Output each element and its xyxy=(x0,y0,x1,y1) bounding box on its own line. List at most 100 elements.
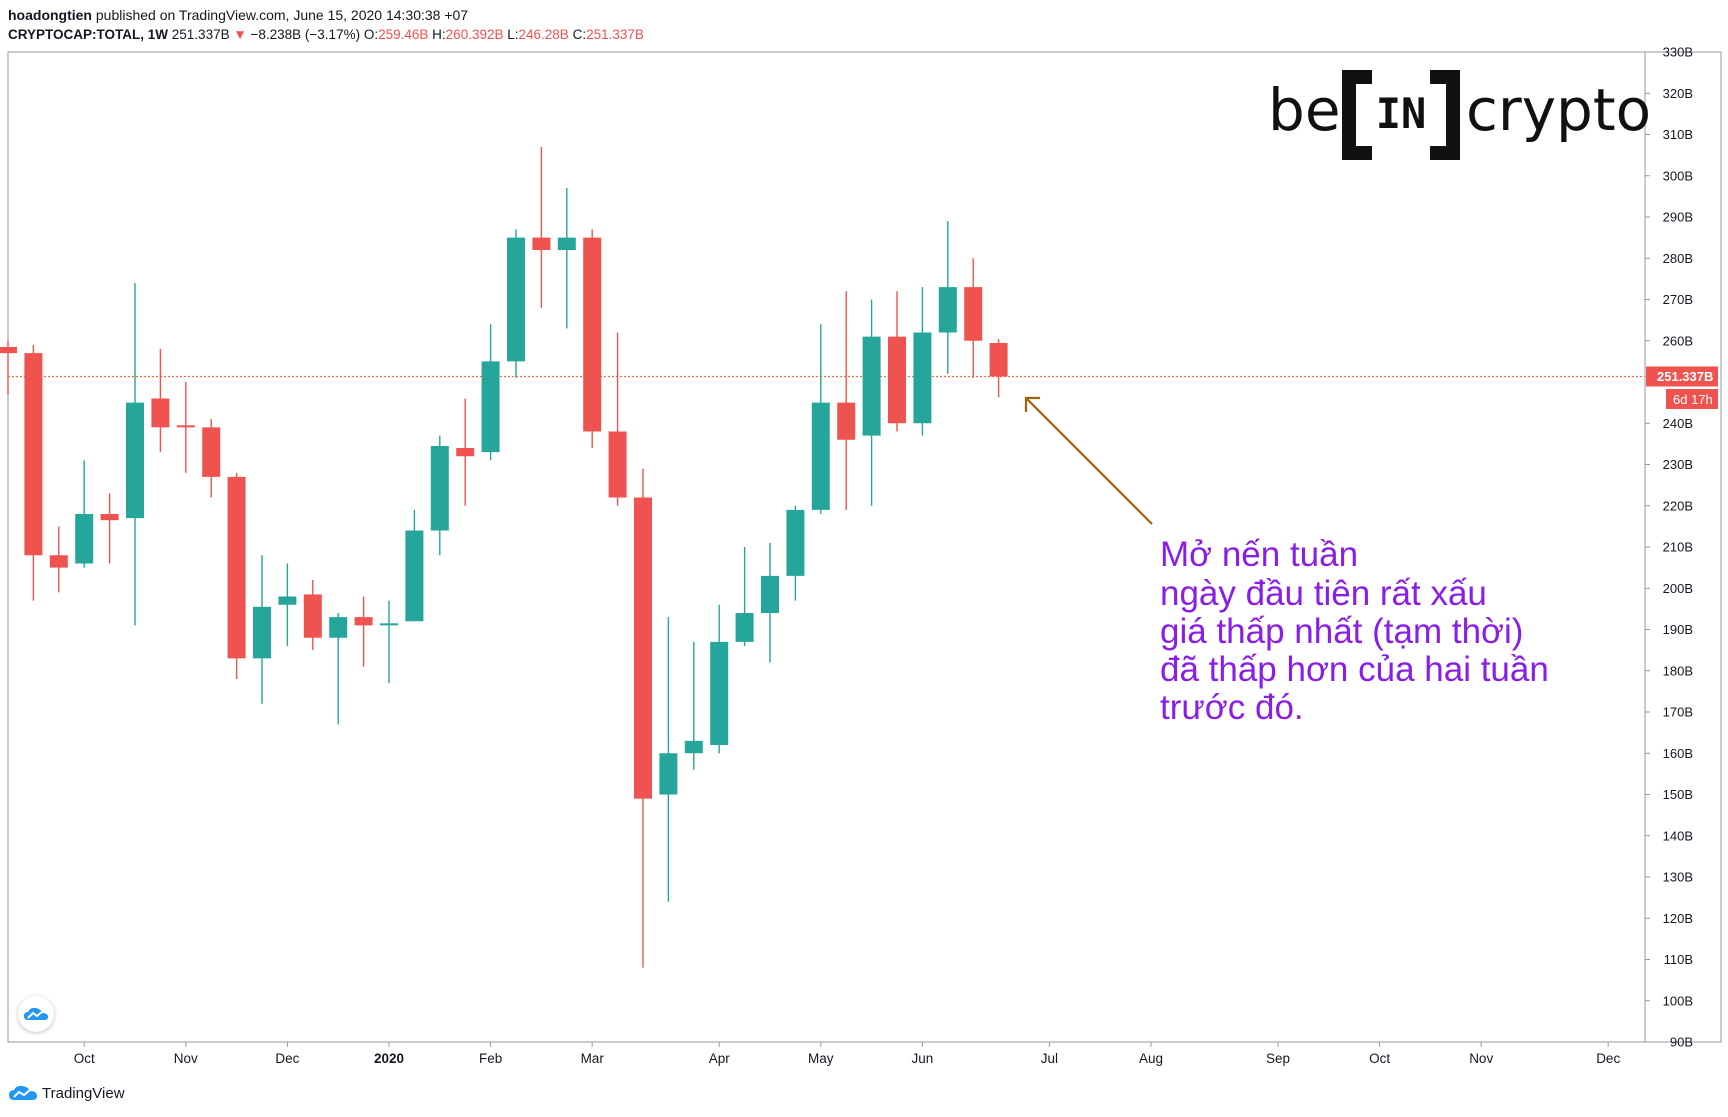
x-tick-label: 2020 xyxy=(374,1051,404,1066)
candle[interactable] xyxy=(964,258,983,378)
candle-body xyxy=(329,617,348,638)
candle[interactable] xyxy=(786,505,805,601)
candle[interactable] xyxy=(583,229,602,448)
x-tick-label: Sep xyxy=(1266,1051,1290,1066)
candle[interactable] xyxy=(761,542,779,663)
candle[interactable] xyxy=(989,339,1008,398)
last-price: 251.337B xyxy=(171,27,230,42)
ohlc-line: CRYPTOCAP:TOTAL, 1W 251.337B ▼ −8.238B (… xyxy=(8,25,644,44)
candle[interactable] xyxy=(456,398,475,506)
y-tick-label: 120B xyxy=(1663,911,1693,926)
candle-body xyxy=(964,287,983,341)
y-tick-label: 160B xyxy=(1663,746,1693,761)
candle[interactable] xyxy=(151,349,170,453)
y-tick-label: 310B xyxy=(1663,127,1693,142)
candle-body xyxy=(380,623,398,626)
candle[interactable] xyxy=(100,493,119,564)
candle-body xyxy=(100,514,119,521)
y-tick-label: 100B xyxy=(1663,993,1693,1008)
author-name[interactable]: hoadongtien xyxy=(8,7,92,23)
tradingview-cloud-icon xyxy=(24,1007,48,1020)
candle[interactable] xyxy=(380,600,398,684)
price-tag-bg xyxy=(1646,366,1718,387)
candle[interactable] xyxy=(202,419,221,498)
x-tick-label: Dec xyxy=(1596,1051,1620,1066)
candle-body xyxy=(989,342,1008,377)
candle-body xyxy=(253,606,271,659)
y-tick-label: 300B xyxy=(1663,168,1693,183)
y-tick-label: 150B xyxy=(1663,787,1693,802)
annotation-line-5: trước đó. xyxy=(1160,688,1304,727)
annotation-arrow xyxy=(1025,397,1153,525)
watermark-in: IN xyxy=(1376,89,1427,138)
candle[interactable] xyxy=(253,555,271,704)
publish-info: published on TradingView.com, June 15, 2… xyxy=(95,7,469,23)
candle-body xyxy=(481,361,500,453)
candle[interactable] xyxy=(227,472,246,679)
tradingview-logo-icon xyxy=(9,1085,37,1100)
candle[interactable] xyxy=(481,324,500,461)
candle[interactable] xyxy=(176,382,195,473)
x-tick-label: May xyxy=(808,1051,834,1066)
candle-body xyxy=(278,596,297,605)
candle[interactable] xyxy=(913,287,932,436)
candle[interactable] xyxy=(278,563,297,647)
candle-body xyxy=(151,398,170,428)
y-tick-label: 210B xyxy=(1663,540,1693,555)
candle-body xyxy=(811,402,830,510)
candle[interactable] xyxy=(329,613,348,725)
candle-body xyxy=(176,425,195,428)
current-price-tag: 251.337B 6d 17h xyxy=(1646,366,1718,409)
candle[interactable] xyxy=(837,291,856,510)
candle[interactable] xyxy=(49,526,68,593)
publish-line: hoadongtien published on TradingView.com… xyxy=(8,6,644,25)
candle[interactable] xyxy=(303,580,322,651)
candle[interactable] xyxy=(0,340,17,395)
candle[interactable] xyxy=(24,344,43,601)
candle[interactable] xyxy=(811,324,830,514)
candle[interactable] xyxy=(710,604,729,754)
y-tick-label: 140B xyxy=(1663,828,1693,843)
candle-body xyxy=(354,617,373,626)
x-tick-label: Oct xyxy=(74,1051,95,1066)
candle[interactable] xyxy=(659,617,678,902)
y-tick-label: 280B xyxy=(1663,251,1693,266)
chart-header: hoadongtien published on TradingView.com… xyxy=(8,6,644,44)
candle-body xyxy=(583,237,602,432)
candle-body xyxy=(202,427,221,477)
watermark-bracket-gap-top xyxy=(1372,70,1430,84)
candle-body xyxy=(303,594,322,638)
candle-body xyxy=(938,287,957,333)
y-tick-label: 110B xyxy=(1664,952,1693,967)
candle[interactable] xyxy=(684,641,703,770)
candle[interactable] xyxy=(634,468,652,968)
y-tick-label: 270B xyxy=(1663,292,1693,307)
annotation-line-4: đã thấp hơn của hai tuần xyxy=(1160,650,1549,689)
y-tick-label: 200B xyxy=(1663,581,1693,596)
candle-body xyxy=(405,530,424,622)
candle[interactable] xyxy=(532,146,551,308)
candle[interactable] xyxy=(557,188,576,329)
candle[interactable] xyxy=(126,283,144,626)
candle[interactable] xyxy=(354,596,373,667)
candle[interactable] xyxy=(507,229,525,378)
y-tick-label: 220B xyxy=(1663,498,1693,513)
y-tick-label: 260B xyxy=(1663,333,1693,348)
footer-brand[interactable]: TradingView xyxy=(42,1084,125,1102)
candle[interactable] xyxy=(75,460,94,568)
candle-body xyxy=(126,402,144,519)
tradingview-badge[interactable] xyxy=(18,996,54,1032)
candle[interactable] xyxy=(608,332,627,506)
candle[interactable] xyxy=(862,299,881,506)
candle[interactable] xyxy=(888,291,906,432)
candle[interactable] xyxy=(938,221,957,374)
candle-body xyxy=(507,237,525,362)
candle[interactable] xyxy=(430,435,449,556)
candle[interactable] xyxy=(405,509,424,622)
symbol-label[interactable]: CRYPTOCAP:TOTAL, 1W xyxy=(8,27,169,42)
candle[interactable] xyxy=(735,547,754,646)
candle-body xyxy=(608,431,627,498)
y-tick-label: 330B xyxy=(1663,45,1693,60)
candle-body xyxy=(227,476,246,659)
